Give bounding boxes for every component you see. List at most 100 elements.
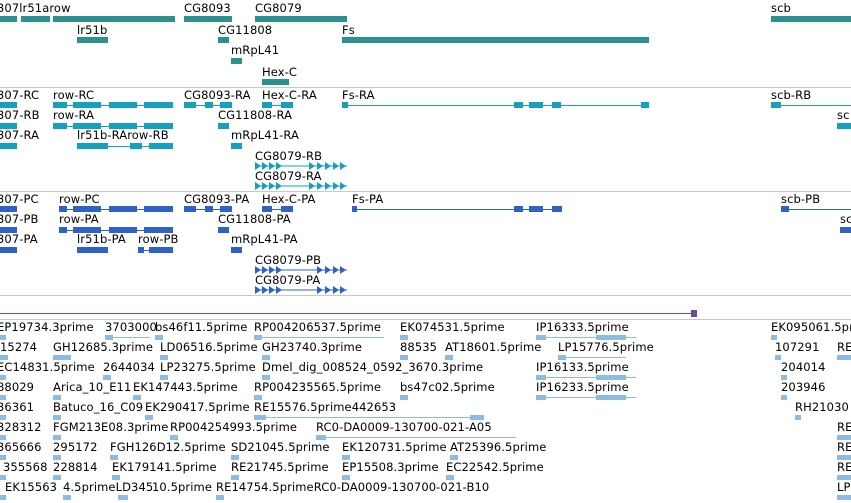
est-block[interactable]	[262, 375, 270, 380]
protein-label[interactable]: CG11808-PA	[218, 212, 291, 226]
est-label[interactable]: Dmel_dig_008524_0592_3670.3prime	[262, 360, 484, 374]
exon-block[interactable]	[552, 102, 561, 108]
exon-block[interactable]	[0, 123, 17, 129]
protein-label[interactable]: lr51b-PA	[77, 232, 126, 246]
est-block[interactable]	[0, 495, 6, 500]
variant-marker[interactable]	[691, 310, 697, 317]
est-block[interactable]	[837, 495, 851, 500]
cds-block[interactable]	[59, 206, 67, 212]
est-label[interactable]: 228814	[53, 460, 98, 474]
est-label[interactable]: IP16333.5prime	[536, 320, 629, 334]
est-block[interactable]	[133, 395, 141, 400]
cds-block[interactable]	[840, 227, 851, 233]
est-label[interactable]: GH12685.3prime	[53, 340, 154, 354]
protein-label[interactable]: 307-PC	[0, 192, 39, 206]
est-block[interactable]	[254, 335, 262, 340]
exon-block[interactable]	[53, 123, 67, 129]
est-label[interactable]: LP	[837, 480, 851, 494]
exon-block[interactable]	[77, 143, 108, 149]
exon-block[interactable]	[0, 102, 17, 108]
protein-label[interactable]: scb-PB	[781, 192, 821, 206]
est-label[interactable]: AT25396.5prime	[450, 440, 547, 454]
gene-label[interactable]: lr51b	[77, 23, 108, 37]
transcript-label[interactable]: CG8079-RA	[255, 169, 322, 183]
est-block[interactable]	[105, 335, 113, 340]
gene-feature[interactable]	[0, 16, 17, 22]
cds-block[interactable]	[514, 206, 523, 212]
est-label[interactable]: 107291	[775, 340, 820, 354]
gene-label[interactable]: mRpL41	[231, 43, 280, 57]
est-block[interactable]	[53, 355, 71, 360]
est-block[interactable]	[112, 475, 120, 480]
gene-feature[interactable]	[21, 16, 50, 22]
est-label[interactable]: 295172	[53, 440, 98, 454]
est-block[interactable]	[400, 355, 408, 360]
transcript-label[interactable]: CG11808-RA	[218, 108, 293, 122]
est-block[interactable]	[342, 475, 350, 480]
est-block[interactable]	[781, 375, 787, 380]
exon-block[interactable]	[262, 102, 272, 108]
exon-block[interactable]	[184, 102, 196, 108]
est-block[interactable]	[837, 475, 851, 480]
est-label[interactable]: RE21745.5prime	[231, 460, 329, 474]
est-block[interactable]	[231, 475, 239, 480]
est-block[interactable]	[231, 455, 239, 460]
cds-block[interactable]	[552, 206, 562, 212]
exon-block[interactable]	[109, 102, 137, 108]
est-label[interactable]: 2644034	[103, 360, 155, 374]
protein-label[interactable]: row-PC	[59, 192, 100, 206]
cds-block[interactable]	[529, 206, 543, 212]
cds-block[interactable]	[262, 206, 272, 212]
est-block[interactable]	[837, 435, 851, 440]
est-label[interactable]: IP16133.5prime	[536, 360, 629, 374]
est-block[interactable]	[0, 415, 6, 420]
protein-label[interactable]: 307-PA	[0, 232, 38, 246]
cds-block[interactable]	[281, 206, 293, 212]
gene-label[interactable]: CG11808	[218, 23, 273, 37]
est-block[interactable]	[0, 475, 6, 480]
est-block[interactable]	[145, 415, 153, 420]
est-block[interactable]	[771, 335, 777, 340]
transcript-label[interactable]: Hex-C-RA	[262, 88, 317, 102]
exon-block[interactable]	[144, 123, 173, 129]
protein-label[interactable]: sc	[840, 212, 851, 226]
cds-chevrons[interactable]	[255, 286, 347, 294]
protein-label[interactable]: row-PA	[59, 212, 99, 226]
est-label[interactable]: LP15776.5prime	[558, 340, 654, 354]
protein-label[interactable]: CG8079-PB	[255, 253, 322, 267]
est-label[interactable]: 328312	[0, 420, 42, 434]
exon-block[interactable]	[641, 102, 649, 108]
transcript-label[interactable]: scb-RB	[771, 88, 812, 102]
exon-chevrons[interactable]	[255, 182, 347, 190]
est-label[interactable]: EK074531.5prime	[400, 320, 505, 334]
exon-block[interactable]	[231, 143, 242, 149]
est-block[interactable]	[470, 415, 484, 420]
exon-block[interactable]	[281, 102, 293, 108]
cds-block[interactable]	[73, 227, 101, 233]
est-block[interactable]	[596, 335, 626, 340]
est-block[interactable]	[536, 375, 546, 380]
est-block[interactable]	[262, 355, 270, 360]
est-label[interactable]: RP004206537.5prime	[254, 320, 382, 334]
transcript-label[interactable]: lr51b-RArow-RB	[77, 128, 169, 142]
cds-block[interactable]	[352, 206, 357, 212]
est-block[interactable]	[837, 455, 851, 460]
protein-label[interactable]: CG8093-PA	[184, 192, 250, 206]
variant-span[interactable]	[0, 313, 692, 314]
exon-block[interactable]	[218, 123, 229, 129]
transcript-label[interactable]: CG8093-RA	[184, 88, 251, 102]
gene-feature[interactable]	[342, 37, 649, 43]
exon-block[interactable]	[130, 143, 142, 149]
est-label[interactable]: Batuco_16_C09	[53, 400, 144, 414]
cds-block[interactable]	[231, 247, 242, 253]
exon-block[interactable]	[73, 102, 101, 108]
est-label[interactable]: RE	[837, 420, 851, 434]
est-block[interactable]	[0, 435, 6, 440]
cds-block[interactable]	[205, 206, 213, 212]
est-block[interactable]	[0, 395, 6, 400]
cds-block[interactable]	[220, 206, 232, 212]
est-block[interactable]	[316, 435, 326, 440]
est-label[interactable]: FGH126D12.5prime	[110, 440, 226, 454]
est-label[interactable]: 88535	[400, 340, 438, 354]
est-block[interactable]	[103, 375, 111, 380]
